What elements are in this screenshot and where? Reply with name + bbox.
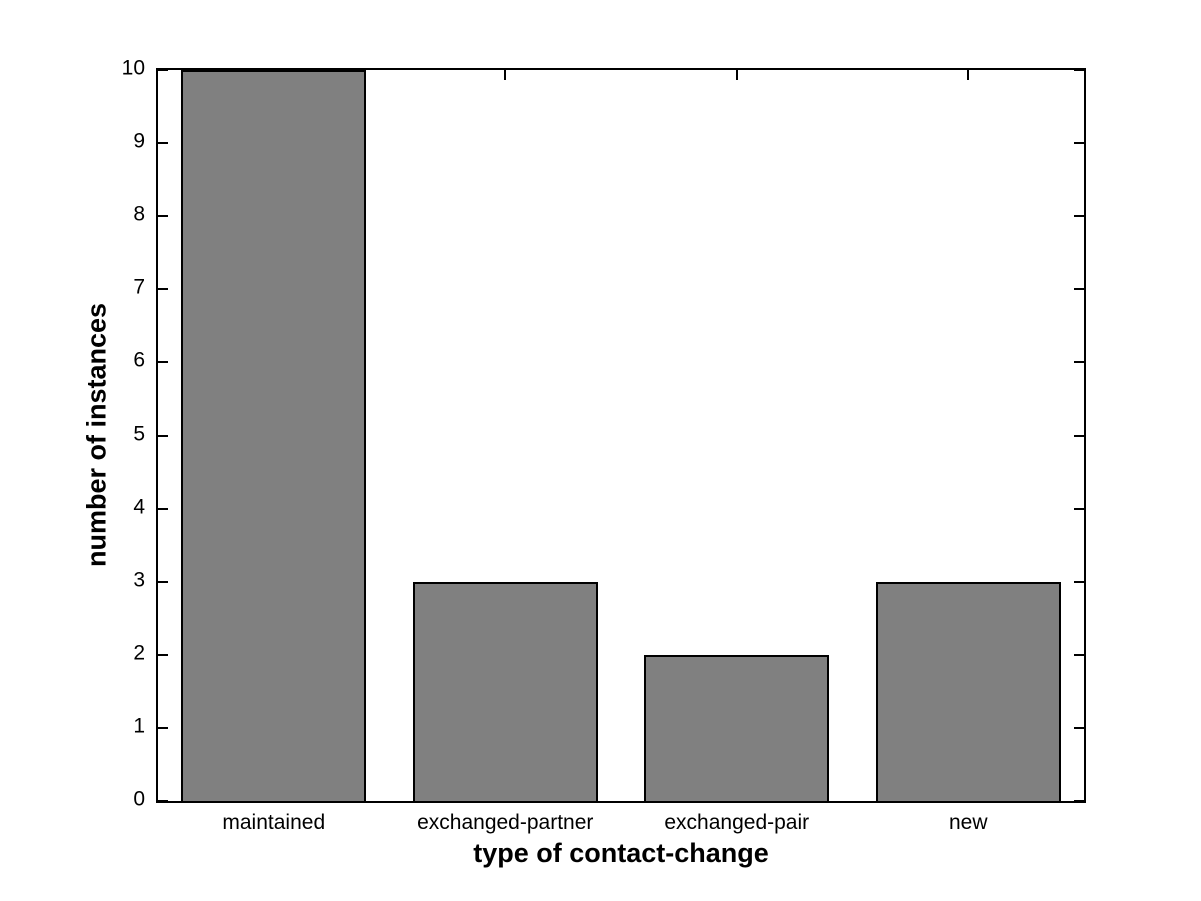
y-tick-label-1: 1	[133, 714, 145, 738]
y-tick-label-9: 9	[133, 129, 145, 153]
x-axis-title: type of contact-change	[473, 838, 769, 868]
y-tick-right-10	[1074, 69, 1084, 71]
bar-exchanged-partner	[412, 581, 598, 801]
y-tick-left-0	[158, 800, 168, 802]
y-tick-left-3	[158, 580, 168, 583]
y-tick-left-6	[158, 361, 168, 364]
y-tick-left-8	[158, 215, 168, 218]
y-axis-title: number of instances	[81, 302, 112, 568]
y-tick-right-1	[1074, 726, 1084, 729]
y-tick-left-7	[158, 288, 168, 291]
x-tick-top-exchanged-pair	[735, 70, 738, 80]
x-category-label-maintained: maintained	[222, 811, 326, 834]
y-tick-left-1	[158, 726, 168, 729]
y-tick-right-5	[1074, 434, 1084, 437]
x-category-label-exchanged-pair: exchanged-pair	[664, 811, 810, 834]
y-tick-label-10: 10	[121, 56, 145, 80]
y-tick-left-5	[158, 434, 168, 437]
y-tick-right-6	[1074, 361, 1084, 364]
x-tick-top-exchanged-partner	[504, 70, 507, 80]
bar-new	[875, 581, 1061, 801]
y-tick-right-9	[1074, 142, 1084, 145]
y-tick-left-9	[158, 142, 168, 145]
x-category-label-new: new	[948, 811, 988, 834]
y-tick-right-4	[1074, 507, 1084, 510]
y-tick-left-10	[158, 69, 168, 71]
y-tick-label-7: 7	[133, 275, 145, 299]
x-tick-top-new	[967, 70, 970, 80]
y-tick-label-6: 6	[133, 348, 145, 372]
y-tick-right-7	[1074, 288, 1084, 291]
y-tick-left-4	[158, 507, 168, 510]
y-tick-label-3: 3	[133, 568, 145, 592]
bar-exchanged-pair	[644, 654, 830, 801]
x-category-label-exchanged-partner: exchanged-partner	[417, 811, 594, 834]
y-tick-label-4: 4	[133, 495, 145, 519]
y-tick-right-0	[1074, 800, 1084, 802]
bar-maintained	[181, 70, 367, 801]
y-tick-label-0: 0	[133, 787, 145, 811]
y-tick-label-2: 2	[133, 641, 145, 665]
y-tick-left-2	[158, 653, 168, 656]
y-tick-label-8: 8	[133, 202, 145, 226]
y-tick-right-8	[1074, 215, 1084, 218]
y-tick-right-3	[1074, 580, 1084, 583]
y-tick-label-5: 5	[133, 422, 145, 445]
y-tick-right-2	[1074, 653, 1084, 656]
plot-area	[156, 68, 1086, 803]
